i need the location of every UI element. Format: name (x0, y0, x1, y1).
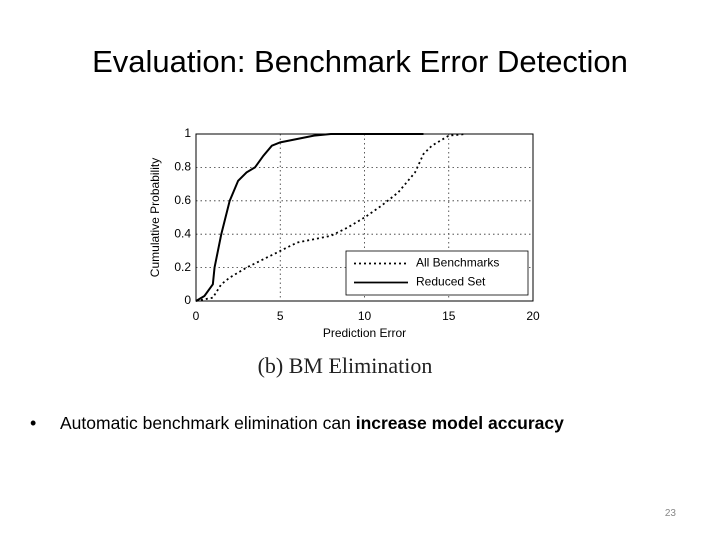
caption: (b) BM Elimination (258, 353, 433, 378)
series-line (195, 133, 466, 302)
bullet-text: Automatic benchmark elimination can incr… (60, 413, 564, 433)
y-axis-label: Cumulative Probability (148, 158, 162, 277)
bullet-plain: Automatic benchmark elimination can (60, 413, 356, 433)
y-tick-label: 0.6 (174, 193, 191, 207)
x-tick-label: 20 (526, 309, 540, 323)
bullet-bold: increase model accuracy (356, 413, 564, 433)
legend-label: All Benchmarks (416, 256, 499, 270)
page-number: 23 (665, 508, 677, 519)
bullet-mark: • (30, 413, 36, 433)
y-tick-label: 0 (184, 293, 191, 307)
y-tick-label: 1 (184, 126, 191, 140)
y-tick-label: 0.4 (174, 226, 191, 240)
x-axis-label: Prediction Error (323, 326, 406, 340)
x-tick-label: 15 (442, 309, 456, 323)
slide-title: Evaluation: Benchmark Error Detection (92, 44, 628, 79)
x-tick-label: 5 (277, 309, 284, 323)
y-tick-label: 0.8 (174, 160, 191, 174)
series-line (195, 133, 424, 302)
y-tick-label: 0.2 (174, 260, 191, 274)
x-tick-label: 10 (358, 309, 372, 323)
legend-box (345, 250, 529, 296)
x-tick-label: 0 (193, 309, 200, 323)
legend-label: Reduced Set (416, 275, 486, 289)
